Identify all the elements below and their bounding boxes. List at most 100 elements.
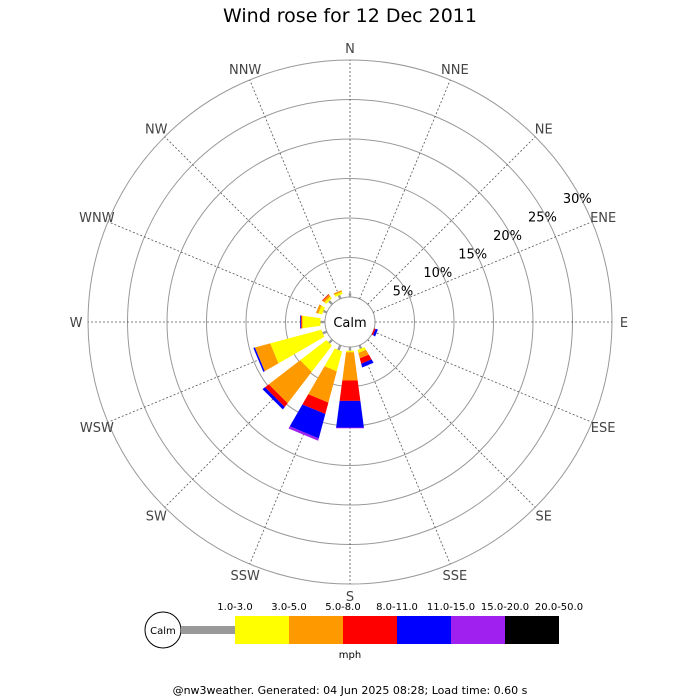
petal-nnw-bin-3 — [333, 290, 342, 295]
legend-bin-label-2: 3.0-5.0 — [271, 602, 306, 613]
calm-label: Calm — [333, 316, 366, 331]
spoke-se — [367, 339, 536, 508]
petal-s-bin-3 — [342, 352, 358, 381]
petal-ssw-bin-4 — [302, 394, 329, 415]
spoke-sse — [359, 344, 451, 565]
legend-swatch-1 — [181, 626, 235, 634]
petal-ssw-bin-1 — [337, 344, 342, 351]
spoke-ene — [372, 221, 593, 313]
footer-text: @nw3weather. Generated: 04 Jun 2025 08:2… — [172, 684, 528, 697]
direction-label-ne: NE — [535, 122, 553, 137]
legend-bins: 1.0-3.0 3.0-5.0 5.0-8.0 8.0-11.0 11.0-15.0 15… — [181, 602, 583, 644]
petal-sw-bin-3 — [268, 360, 312, 404]
spoke-ese — [372, 331, 593, 423]
legend-swatch-4 — [343, 616, 397, 644]
ring-label-6: 30% — [563, 192, 592, 207]
speed-legend: Calm 1.0-3.0 3.0-5.0 5.0-8.0 8.0-11.0 11.0-1… — [144, 602, 583, 661]
legend-bin-label-7: 20.0-50.0 — [535, 602, 583, 613]
petal-sse-bin-1 — [358, 344, 363, 350]
petal-n-bin-1 — [348, 293, 352, 298]
petal-s-bin-2 — [346, 350, 354, 353]
petal-wnw-bin-2 — [318, 305, 325, 315]
legend-bin-label-4: 8.0-11.0 — [376, 602, 418, 613]
spoke-nnw — [249, 79, 341, 300]
direction-label-ssw: SSW — [230, 569, 260, 584]
petal-w-bin-3 — [301, 315, 303, 329]
legend-swatch-3 — [289, 616, 343, 644]
calm-center: Calm — [327, 299, 373, 345]
direction-labels: N NNE NE ENE E ESE SE SSE S SSW SW WSW W WNW NW NNW — [70, 42, 629, 605]
ring-3 — [206, 178, 494, 466]
legend-bin-label-5: 11.0-15.0 — [427, 602, 475, 613]
petal-s-bin-4 — [339, 380, 361, 401]
direction-label-wnw: WNW — [79, 211, 115, 226]
petal-sse-bin-4 — [359, 354, 372, 364]
direction-label-se: SE — [536, 510, 552, 525]
direction-label-nne: NNE — [441, 63, 469, 78]
legend-calm-label: Calm — [150, 626, 176, 637]
petal-s-bin-5 — [336, 400, 364, 428]
petal-nw-bin-3 — [322, 294, 331, 303]
spoke-wnw — [107, 221, 328, 313]
petal-s-bin-6 — [336, 427, 364, 429]
direction-label-w: W — [70, 316, 83, 331]
petal-sse-bin-2 — [357, 347, 367, 354]
petal-nnw-bin-1 — [337, 294, 342, 300]
direction-label-ese: ESE — [591, 421, 616, 436]
petal-w-bin-2 — [302, 315, 321, 329]
petal-s-bin-1 — [348, 346, 352, 351]
legend-unit: mph — [339, 650, 361, 661]
petal-w-bin-1 — [320, 320, 326, 324]
legend-swatch-6 — [451, 616, 505, 644]
petal-sse-bin-5 — [361, 359, 374, 368]
petal-sw-bin-2 — [300, 340, 332, 372]
petal-ssw-bin-6 — [288, 426, 319, 441]
petal-sw-bin-5 — [262, 387, 285, 410]
petal-sw-bin-4 — [264, 384, 288, 408]
petal-w-bin-4 — [300, 315, 302, 329]
legend-swatch-7 — [505, 616, 559, 644]
direction-label-nnw: NNW — [229, 63, 261, 78]
legend-swatch-2 — [235, 616, 289, 644]
petal-ssw-bin-2 — [324, 348, 343, 372]
direction-label-sw: SW — [146, 510, 167, 525]
direction-label-sse: SSE — [442, 569, 467, 584]
spoke-nne — [359, 79, 451, 300]
petal-wnw-bin-1 — [322, 309, 328, 314]
chart-title: Wind rose for 12 Dec 2011 — [223, 5, 477, 27]
direction-spokes — [88, 60, 612, 584]
spoke-ne — [367, 136, 536, 305]
legend-bin-label-3: 5.0-8.0 — [325, 602, 360, 613]
ring-label-5: 25% — [528, 211, 557, 226]
ring-label-4: 20% — [493, 229, 522, 244]
spoke-wsw — [107, 331, 328, 423]
spoke-ssw — [249, 344, 341, 565]
direction-label-e: E — [620, 316, 628, 331]
petal-sw-bin-1 — [328, 338, 334, 344]
petal-wsw-bin-5 — [253, 347, 265, 373]
spoke-sw — [164, 339, 333, 508]
ring-label-1: 5% — [393, 285, 414, 300]
direction-label-s: S — [346, 590, 354, 605]
legend-bin-label-6: 15.0-20.0 — [481, 602, 529, 613]
ring-label-2: 10% — [423, 266, 452, 281]
legend-bin-label-1: 1.0-3.0 — [217, 602, 252, 613]
petal-sse-bin-3 — [358, 349, 369, 359]
petal-w-bin-5 — [300, 315, 301, 329]
wind-petals — [253, 290, 378, 441]
direction-label-wsw: WSW — [80, 421, 114, 436]
ring-labels: 5% 10% 15% 20% 25% 30% — [393, 192, 592, 300]
ring-label-3: 15% — [458, 248, 487, 263]
petal-wsw-bin-1 — [322, 330, 328, 335]
petal-nw-bin-4 — [322, 294, 330, 302]
petal-ese-bin-5 — [373, 328, 378, 337]
direction-label-nw: NW — [145, 122, 168, 137]
direction-label-ene: ENE — [590, 211, 616, 226]
petal-ssw-bin-5 — [289, 404, 326, 439]
petal-wnw-bin-3 — [315, 304, 322, 314]
direction-label-n: N — [345, 42, 355, 57]
petal-ese-bin-4 — [371, 328, 376, 336]
petal-wsw-bin-2 — [270, 329, 325, 364]
petal-nw-bin-1 — [328, 300, 334, 306]
petal-nnw-bin-2 — [334, 291, 343, 297]
